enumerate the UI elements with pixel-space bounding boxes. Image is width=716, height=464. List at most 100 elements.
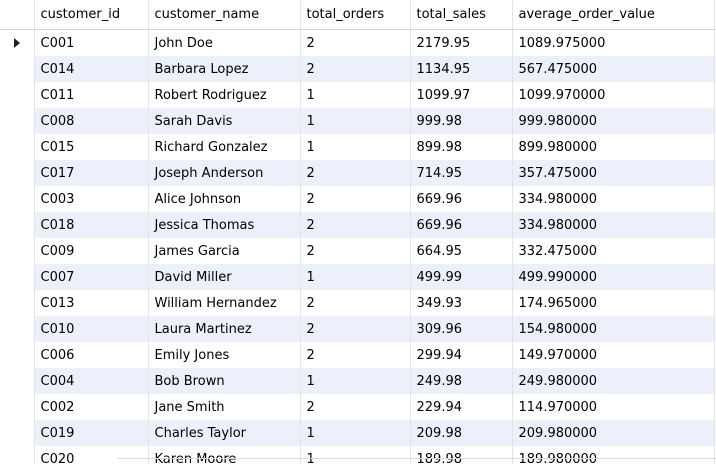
cell-average-order-value[interactable]: 499.990000 <box>512 264 715 290</box>
cell-average-order-value[interactable]: 249.980000 <box>512 368 715 394</box>
cell-customer-name[interactable]: Joseph Anderson <box>148 160 301 186</box>
cell-customer-id[interactable]: C006 <box>34 342 149 368</box>
cell-total-orders[interactable]: 1 <box>300 264 411 290</box>
cell-total-orders[interactable]: 1 <box>300 108 411 134</box>
cell-average-order-value[interactable]: 114.970000 <box>512 394 715 420</box>
cell-customer-name[interactable]: Charles Taylor <box>148 420 301 446</box>
table-row[interactable]: C014 Barbara Lopez 2 1134.95 567.475000 <box>0 56 715 82</box>
table-row[interactable]: C011 Robert Rodriguez 1 1099.97 1099.970000 <box>0 82 715 108</box>
cell-average-order-value[interactable]: 357.475000 <box>512 160 715 186</box>
cell-customer-name[interactable]: Emily Jones <box>148 342 301 368</box>
table-row[interactable]: C013 William Hernandez 2 349.93 174.965000 <box>0 290 715 316</box>
row-selector[interactable] <box>0 290 35 316</box>
table-row[interactable]: C010 Laura Martinez 2 309.96 154.980000 <box>0 316 715 342</box>
cell-total-orders[interactable]: 2 <box>300 290 411 316</box>
cell-total-sales[interactable]: 499.99 <box>410 264 513 290</box>
cell-customer-id[interactable]: C015 <box>34 134 149 160</box>
cell-total-orders[interactable]: 2 <box>300 316 411 342</box>
cell-total-sales[interactable]: 1134.95 <box>410 56 513 82</box>
cell-customer-name[interactable]: Laura Martinez <box>148 316 301 342</box>
cell-total-sales[interactable]: 1099.97 <box>410 82 513 108</box>
cell-total-sales[interactable]: 189.98 <box>410 446 513 464</box>
table-row[interactable]: C004 Bob Brown 1 249.98 249.980000 <box>0 368 715 394</box>
cell-customer-id[interactable]: C009 <box>34 238 149 264</box>
cell-total-sales[interactable]: 899.98 <box>410 134 513 160</box>
cell-average-order-value[interactable]: 332.475000 <box>512 238 715 264</box>
cell-total-orders[interactable]: 2 <box>300 56 411 82</box>
cell-total-sales[interactable]: 349.93 <box>410 290 513 316</box>
table-row[interactable]: C009 James Garcia 2 664.95 332.475000 <box>0 238 715 264</box>
cell-customer-name[interactable]: Alice Johnson <box>148 186 301 212</box>
row-selector[interactable] <box>0 264 35 290</box>
cell-customer-name[interactable]: David Miller <box>148 264 301 290</box>
row-selector[interactable] <box>0 108 35 134</box>
row-selector[interactable] <box>0 316 35 342</box>
cell-customer-name[interactable]: John Doe <box>148 29 301 56</box>
cell-customer-name[interactable]: Karen Moore <box>148 446 301 464</box>
row-selector[interactable] <box>0 420 35 446</box>
cell-total-sales[interactable]: 669.96 <box>410 186 513 212</box>
cell-customer-name[interactable]: James Garcia <box>148 238 301 264</box>
cell-average-order-value[interactable]: 1089.975000 <box>512 29 715 56</box>
table-row[interactable]: C017 Joseph Anderson 2 714.95 357.475000 <box>0 160 715 186</box>
cell-average-order-value[interactable]: 899.980000 <box>512 134 715 160</box>
cell-total-orders[interactable]: 2 <box>300 212 411 238</box>
cell-customer-id[interactable]: C019 <box>34 420 149 446</box>
row-selector[interactable] <box>0 29 35 56</box>
cell-average-order-value[interactable]: 154.980000 <box>512 316 715 342</box>
table-row[interactable]: C015 Richard Gonzalez 1 899.98 899.980000 <box>0 134 715 160</box>
column-header-total-sales[interactable]: total_sales <box>410 0 513 30</box>
cell-total-orders[interactable]: 1 <box>300 82 411 108</box>
cell-customer-id[interactable]: C007 <box>34 264 149 290</box>
cell-average-order-value[interactable]: 189.980000 <box>512 446 715 464</box>
cell-customer-name[interactable]: Jessica Thomas <box>148 212 301 238</box>
cell-customer-id[interactable]: C003 <box>34 186 149 212</box>
cell-average-order-value[interactable]: 334.980000 <box>512 186 715 212</box>
cell-customer-id[interactable]: C018 <box>34 212 149 238</box>
row-selector[interactable] <box>0 238 35 264</box>
cell-total-orders[interactable]: 1 <box>300 420 411 446</box>
column-header-average-order-value[interactable]: average_order_value <box>512 0 715 30</box>
cell-average-order-value[interactable]: 209.980000 <box>512 420 715 446</box>
cell-customer-id[interactable]: C013 <box>34 290 149 316</box>
cell-total-sales[interactable]: 249.98 <box>410 368 513 394</box>
cell-customer-id[interactable]: C008 <box>34 108 149 134</box>
cell-total-sales[interactable]: 999.98 <box>410 108 513 134</box>
row-selector[interactable] <box>0 368 35 394</box>
row-selector[interactable] <box>0 56 35 82</box>
row-selector[interactable] <box>0 82 35 108</box>
cell-total-orders[interactable]: 2 <box>300 29 411 56</box>
cell-average-order-value[interactable]: 999.980000 <box>512 108 715 134</box>
cell-average-order-value[interactable]: 567.475000 <box>512 56 715 82</box>
cell-customer-id[interactable]: C004 <box>34 368 149 394</box>
cell-average-order-value[interactable]: 1099.970000 <box>512 82 715 108</box>
row-selector[interactable] <box>0 212 35 238</box>
row-selector[interactable] <box>0 160 35 186</box>
cell-customer-id[interactable]: C014 <box>34 56 149 82</box>
cell-total-sales[interactable]: 714.95 <box>410 160 513 186</box>
cell-total-orders[interactable]: 1 <box>300 368 411 394</box>
table-row[interactable]: C019 Charles Taylor 1 209.98 209.980000 <box>0 420 715 446</box>
cell-total-orders[interactable]: 2 <box>300 394 411 420</box>
cell-total-orders[interactable]: 2 <box>300 160 411 186</box>
table-row[interactable]: C001 John Doe 2 2179.95 1089.975000 <box>0 29 715 56</box>
cell-customer-name[interactable]: Barbara Lopez <box>148 56 301 82</box>
cell-total-sales[interactable]: 669.96 <box>410 212 513 238</box>
cell-customer-name[interactable]: Robert Rodriguez <box>148 82 301 108</box>
table-row[interactable]: C003 Alice Johnson 2 669.96 334.980000 <box>0 186 715 212</box>
table-row[interactable]: C007 David Miller 1 499.99 499.990000 <box>0 264 715 290</box>
table-row[interactable]: C018 Jessica Thomas 2 669.96 334.980000 <box>0 212 715 238</box>
row-selector[interactable] <box>0 186 35 212</box>
column-header-customer-id[interactable]: customer_id <box>34 0 149 30</box>
cell-customer-name[interactable]: Bob Brown <box>148 368 301 394</box>
column-header-total-orders[interactable]: total_orders <box>300 0 411 30</box>
row-selector[interactable] <box>0 446 35 464</box>
cell-customer-id[interactable]: C001 <box>34 29 149 56</box>
cell-total-sales[interactable]: 2179.95 <box>410 29 513 56</box>
cell-customer-id[interactable]: C017 <box>34 160 149 186</box>
cell-total-sales[interactable]: 664.95 <box>410 238 513 264</box>
cell-total-orders[interactable]: 1 <box>300 134 411 160</box>
table-row[interactable]: C008 Sarah Davis 1 999.98 999.980000 <box>0 108 715 134</box>
cell-customer-id[interactable]: C002 <box>34 394 149 420</box>
cell-average-order-value[interactable]: 334.980000 <box>512 212 715 238</box>
